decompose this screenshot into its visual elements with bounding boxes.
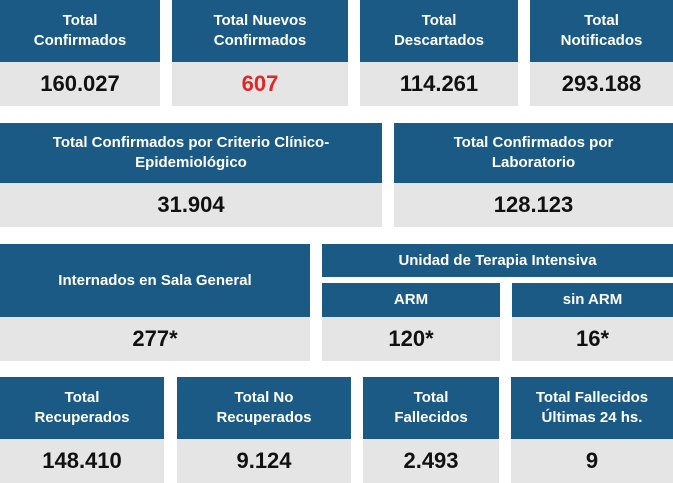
card-value: 293.188	[530, 62, 673, 106]
card-title-line1: Total	[421, 12, 457, 29]
card-title: Internados en Sala General	[58, 271, 252, 289]
card-title-line2: Últimas 24 hs.	[541, 409, 643, 426]
uti-group: Unidad de Terapia Intensiva ARM 120* sin…	[322, 244, 673, 361]
card-value: 148.410	[0, 439, 164, 483]
card-title-line2: Confirmados	[33, 32, 127, 49]
card-title-line2: Laboratorio	[491, 154, 576, 171]
card-value: 9	[511, 439, 673, 483]
card-title-line2: Fallecidos	[394, 409, 468, 426]
card-title-line2: Confirmados	[213, 32, 307, 49]
card-value: 277*	[0, 317, 310, 361]
card-total-fallecidos: Total Fallecidos 2.493	[363, 377, 499, 483]
card-total-no-recuperados: Total No Recuperados 9.124	[177, 377, 351, 483]
card-header: Total Descartados	[360, 0, 518, 62]
card-value: 120*	[322, 317, 500, 361]
card-title-line2: Recuperados	[34, 409, 130, 426]
card-header: Total Confirmados	[0, 0, 160, 62]
card-title-line1: Total Nuevos	[213, 12, 307, 29]
card-title: sin ARM	[562, 291, 623, 308]
card-value: 128.123	[394, 183, 673, 227]
card-total-recuperados: Total Recuperados 148.410	[0, 377, 164, 483]
card-header: Total Fallecidos	[363, 377, 499, 439]
card-header: Total No Recuperados	[177, 377, 351, 439]
card-title-line1: Total	[413, 389, 449, 406]
card-confirmados-criterio-clinico: Total Confirmados por Criterio Clínico- …	[0, 123, 382, 227]
card-total-nuevos-confirmados: Total Nuevos Confirmados 607	[172, 0, 348, 106]
card-title-line2: Epidemiológico	[135, 154, 247, 171]
card-title-line1: Total	[64, 389, 100, 406]
uti-title: Unidad de Terapia Intensiva	[398, 251, 597, 269]
card-header: Total Nuevos Confirmados	[172, 0, 348, 62]
card-value: 31.904	[0, 183, 382, 227]
card-header: Internados en Sala General	[0, 244, 310, 317]
card-confirmados-laboratorio: Total Confirmados por Laboratorio 128.12…	[394, 123, 673, 227]
card-sin-arm: sin ARM 16*	[512, 283, 673, 361]
card-header: Total Confirmados por Criterio Clínico- …	[0, 123, 382, 183]
card-value: 607	[172, 62, 348, 106]
card-title-line1: Total Fallecidos	[535, 389, 649, 406]
card-title-line1: Total Confirmados por Criterio Clínico-	[52, 134, 330, 151]
card-title-line1: Total	[62, 12, 98, 29]
card-title-line2: Notificados	[560, 32, 643, 49]
card-title-line1: Total	[584, 12, 619, 29]
card-header: Total Fallecidos Últimas 24 hs.	[511, 377, 673, 439]
card-title: ARM	[393, 291, 429, 308]
card-value: 2.493	[363, 439, 499, 483]
card-value: 9.124	[177, 439, 351, 483]
card-header: Total Notificados	[530, 0, 673, 62]
card-header: ARM	[322, 283, 500, 317]
card-value: 16*	[512, 317, 673, 361]
card-title-line1: Total Confirmados por	[453, 134, 614, 151]
uti-header: Unidad de Terapia Intensiva	[322, 244, 673, 277]
card-header: Total Confirmados por Laboratorio	[394, 123, 673, 183]
card-value: 114.261	[360, 62, 518, 106]
card-title-line1: Total No	[234, 389, 294, 406]
card-internados-sala-general: Internados en Sala General 277*	[0, 244, 310, 361]
card-value: 160.027	[0, 62, 160, 106]
card-arm: ARM 120*	[322, 283, 500, 361]
card-total-descartados: Total Descartados 114.261	[360, 0, 518, 106]
card-total-confirmados: Total Confirmados 160.027	[0, 0, 160, 106]
card-header: sin ARM	[512, 283, 673, 317]
card-title-line2: Descartados	[393, 32, 485, 49]
card-header: Total Recuperados	[0, 377, 164, 439]
card-fallecidos-ultimas-24hs: Total Fallecidos Últimas 24 hs. 9	[511, 377, 673, 483]
card-title-line2: Recuperados	[216, 409, 312, 426]
card-total-notificados: Total Notificados 293.188	[530, 0, 673, 106]
